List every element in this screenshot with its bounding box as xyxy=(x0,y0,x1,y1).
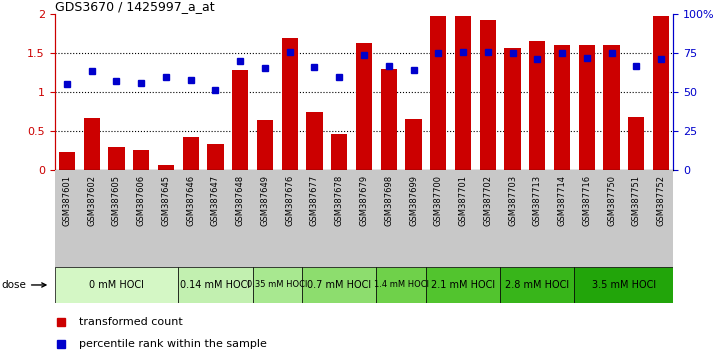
Text: GSM387713: GSM387713 xyxy=(533,175,542,226)
Text: GSM387679: GSM387679 xyxy=(360,175,368,226)
Bar xyxy=(554,45,570,170)
Bar xyxy=(628,117,644,170)
Text: GSM387701: GSM387701 xyxy=(459,175,467,226)
Text: GSM387601: GSM387601 xyxy=(63,175,71,226)
Text: GSM387678: GSM387678 xyxy=(335,175,344,226)
Bar xyxy=(207,144,223,170)
Text: GSM387702: GSM387702 xyxy=(483,175,492,226)
Text: GSM387647: GSM387647 xyxy=(211,175,220,226)
Bar xyxy=(302,267,376,303)
Text: 3.5 mM HOCl: 3.5 mM HOCl xyxy=(592,280,656,290)
Bar xyxy=(430,17,446,170)
Text: GSM387699: GSM387699 xyxy=(409,175,418,226)
Text: GSM387676: GSM387676 xyxy=(285,175,294,226)
Text: GSM387646: GSM387646 xyxy=(186,175,195,226)
Bar xyxy=(257,120,273,170)
Bar xyxy=(183,137,199,170)
Text: 2.8 mM HOCl: 2.8 mM HOCl xyxy=(505,280,569,290)
Bar xyxy=(158,165,174,170)
Bar xyxy=(253,267,302,303)
Bar xyxy=(232,70,248,170)
Text: GDS3670 / 1425997_a_at: GDS3670 / 1425997_a_at xyxy=(55,0,214,13)
Bar xyxy=(381,69,397,170)
Text: GSM387606: GSM387606 xyxy=(137,175,146,226)
Text: 0.14 mM HOCl: 0.14 mM HOCl xyxy=(181,280,250,290)
Bar xyxy=(376,267,426,303)
Text: GSM387605: GSM387605 xyxy=(112,175,121,226)
Text: GSM387751: GSM387751 xyxy=(632,175,641,226)
Text: GSM387714: GSM387714 xyxy=(558,175,566,226)
Text: GSM387648: GSM387648 xyxy=(236,175,245,226)
Bar xyxy=(331,134,347,170)
Text: dose: dose xyxy=(1,280,46,290)
Bar xyxy=(579,45,595,170)
Bar xyxy=(59,152,75,170)
Text: GSM387602: GSM387602 xyxy=(87,175,96,226)
Bar xyxy=(426,267,500,303)
Bar xyxy=(133,150,149,170)
Bar xyxy=(653,17,669,170)
Bar xyxy=(84,118,100,170)
Bar xyxy=(505,48,521,170)
Text: 0 mM HOCl: 0 mM HOCl xyxy=(89,280,144,290)
Text: GSM387750: GSM387750 xyxy=(607,175,616,226)
Text: 2.1 mM HOCl: 2.1 mM HOCl xyxy=(431,280,495,290)
Text: transformed count: transformed count xyxy=(79,317,183,327)
Bar xyxy=(356,43,372,170)
Text: GSM387703: GSM387703 xyxy=(508,175,517,226)
Text: percentile rank within the sample: percentile rank within the sample xyxy=(79,339,267,349)
Text: GSM387752: GSM387752 xyxy=(657,175,665,226)
Bar xyxy=(405,119,422,170)
Bar xyxy=(55,267,178,303)
Bar xyxy=(529,41,545,170)
Bar xyxy=(480,21,496,170)
Bar xyxy=(282,38,298,170)
Text: GSM387677: GSM387677 xyxy=(310,175,319,226)
Text: GSM387698: GSM387698 xyxy=(384,175,393,226)
Text: GSM387649: GSM387649 xyxy=(261,175,269,226)
Bar xyxy=(306,112,323,170)
Bar xyxy=(455,17,471,170)
Text: GSM387716: GSM387716 xyxy=(582,175,591,226)
Bar xyxy=(574,267,673,303)
Bar xyxy=(108,147,124,170)
Text: 1.4 mM HOCl: 1.4 mM HOCl xyxy=(373,280,429,290)
Text: GSM387645: GSM387645 xyxy=(162,175,170,226)
Text: GSM387700: GSM387700 xyxy=(434,175,443,226)
Bar xyxy=(178,267,253,303)
Bar xyxy=(604,45,620,170)
Text: 0.35 mM HOCl: 0.35 mM HOCl xyxy=(248,280,307,290)
Text: 0.7 mM HOCl: 0.7 mM HOCl xyxy=(307,280,371,290)
Bar xyxy=(500,267,574,303)
